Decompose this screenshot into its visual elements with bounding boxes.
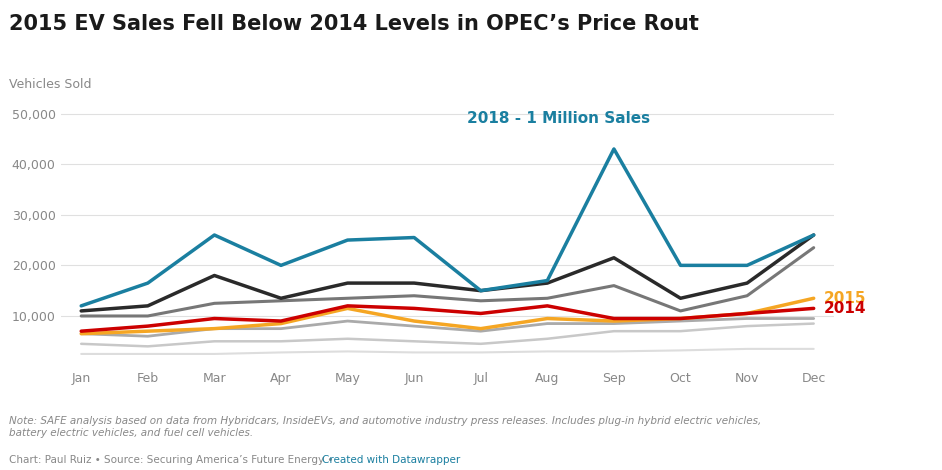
Text: 2015: 2015 xyxy=(823,291,867,306)
Text: Chart: Paul Ruiz • Source: Securing America’s Future Energy •: Chart: Paul Ruiz • Source: Securing Amer… xyxy=(9,455,337,465)
Text: 2015 EV Sales Fell Below 2014 Levels in OPEC’s Price Rout: 2015 EV Sales Fell Below 2014 Levels in … xyxy=(9,14,699,34)
Text: Created with Datawrapper: Created with Datawrapper xyxy=(322,455,460,465)
Text: Note: SAFE analysis based on data from Hybridcars, InsideEVs, and automotive ind: Note: SAFE analysis based on data from H… xyxy=(9,416,762,438)
Text: 2018 - 1 Million Sales: 2018 - 1 Million Sales xyxy=(467,111,651,126)
Text: 2014: 2014 xyxy=(823,301,867,316)
Text: Vehicles Sold: Vehicles Sold xyxy=(9,78,92,91)
